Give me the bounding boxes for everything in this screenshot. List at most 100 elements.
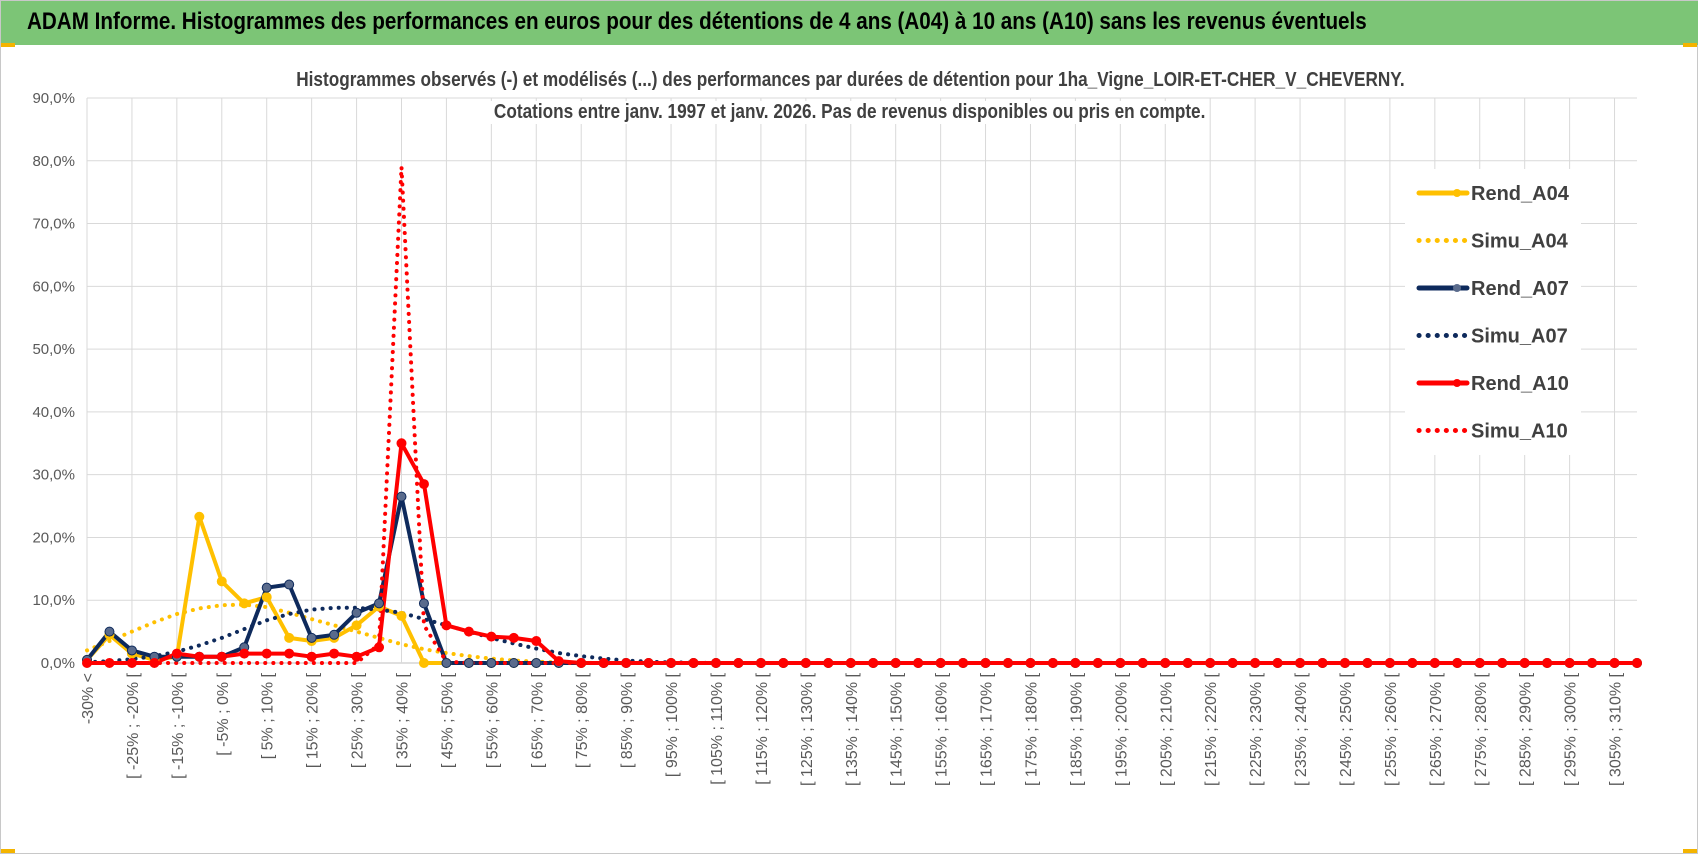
y-tick-label: 90,0% (32, 90, 75, 107)
data-point-Rend_A07 (374, 598, 385, 609)
data-point-Rend_A10 (1497, 658, 1508, 668)
data-point-Rend_A07 (418, 598, 429, 609)
data-point-Rend_A10 (1250, 658, 1261, 668)
y-tick-label: 0,0% (41, 655, 75, 672)
data-point-Rend_A10 (396, 438, 407, 449)
legend-marker-Rend_A07 (1453, 284, 1461, 292)
data-point-Rend_A07 (284, 579, 295, 590)
data-point-Rend_A10 (1025, 658, 1036, 668)
x-tick-label: [ 225% ; 230% [ (1248, 672, 1265, 786)
legend-label: Simu_A10 (1471, 421, 1568, 443)
data-point-Rend_A07 (463, 658, 474, 668)
data-point-Rend_A07 (508, 658, 519, 668)
corner-accent-bl (1, 849, 15, 853)
y-tick-label: 80,0% (32, 153, 75, 170)
banner-title: ADAM Informe. Histogrammes des performan… (27, 8, 1367, 35)
x-tick-label: [ 235% ; 240% [ (1293, 672, 1310, 786)
chart-subtitle-text: Cotations entre janv. 1997 et janv. 2026… (490, 101, 1210, 124)
y-tick-label: 40,0% (32, 404, 75, 421)
data-point-Rend_A10 (374, 642, 385, 653)
data-point-Rend_A10 (576, 658, 587, 668)
legend-marker-Rend_A04 (1453, 189, 1461, 197)
data-point-Rend_A10 (194, 651, 205, 662)
data-point-Rend_A10 (688, 658, 699, 668)
data-point-Rend_A10 (1609, 658, 1620, 668)
data-point-Rend_A07 (104, 626, 115, 637)
data-point-Rend_A07 (531, 658, 542, 668)
data-point-Rend_A04 (239, 598, 250, 609)
legend-marker-Rend_A10 (1453, 379, 1461, 387)
y-tick-label: 10,0% (32, 592, 75, 609)
data-point-Rend_A10 (171, 648, 182, 659)
legend-label: Simu_A07 (1471, 326, 1568, 348)
data-point-Rend_A10 (82, 658, 92, 668)
y-tick-label: 70,0% (32, 216, 75, 233)
series-line-Simu_A10 (85, 165, 1639, 665)
data-point-Rend_A10 (1384, 658, 1395, 668)
data-point-Rend_A10 (823, 658, 834, 668)
data-point-Rend_A10 (329, 648, 340, 659)
data-point-Rend_A10 (935, 658, 946, 668)
data-point-Rend_A10 (1362, 658, 1373, 668)
data-point-Rend_A10 (1003, 658, 1014, 668)
x-tick-label: [ -15% ; -10% [ (170, 672, 187, 778)
data-point-Rend_A10 (1092, 658, 1103, 668)
data-point-Rend_A10 (531, 636, 542, 647)
x-tick-label: [ 45% ; 50% [ (439, 672, 456, 768)
data-point-Rend_A04 (194, 511, 205, 522)
data-point-Rend_A10 (666, 658, 677, 668)
data-point-Rend_A10 (508, 632, 519, 643)
x-tick-label: [ 275% ; 280% [ (1473, 672, 1490, 786)
data-point-Rend_A10 (1295, 658, 1306, 668)
data-point-Rend_A10 (598, 658, 609, 668)
data-point-Rend_A10 (958, 658, 969, 668)
data-point-Rend_A10 (1047, 658, 1058, 668)
data-point-Rend_A10 (800, 658, 811, 668)
data-point-Rend_A10 (418, 479, 429, 490)
x-tick-label: [ 35% ; 40% [ (394, 672, 411, 768)
data-point-Rend_A10 (778, 658, 789, 668)
chart-subtitle: Cotations entre janv. 1997 et janv. 2026… (1, 101, 1698, 124)
x-tick-label: [ 145% ; 150% [ (889, 672, 906, 786)
data-point-Rend_A10 (1070, 658, 1081, 668)
data-point-Rend_A10 (710, 658, 721, 668)
data-point-Rend_A10 (1452, 658, 1463, 668)
corner-accent-br (1683, 849, 1697, 853)
series-line-Rend_A10 (85, 441, 1639, 665)
data-point-Rend_A10 (1339, 658, 1350, 668)
corner-accent-tr (1683, 43, 1697, 47)
data-point-Rend_A07 (486, 658, 497, 668)
x-tick-label: [ 155% ; 160% [ (934, 672, 951, 786)
x-tick-label: [ 65% ; 70% [ (529, 672, 546, 768)
chart-title-text: Histogrammes observés (-) et modélisés (… (292, 69, 1408, 92)
data-point-Rend_A07 (329, 629, 340, 640)
data-point-Rend_A07 (396, 491, 407, 502)
data-point-Rend_A10 (306, 651, 317, 662)
legend-label: Rend_A04 (1471, 183, 1570, 205)
y-tick-label: 20,0% (32, 529, 75, 546)
x-tick-label: [ 215% ; 220% [ (1203, 672, 1220, 786)
x-tick-label: [ 185% ; 190% [ (1068, 672, 1085, 786)
data-point-Rend_A10 (621, 658, 632, 668)
data-point-Rend_A10 (463, 626, 474, 637)
x-tick-label: [ 105% ; 110% [ (709, 672, 726, 784)
x-tick-label: [ 305% ; 310% [ (1608, 672, 1625, 786)
data-point-Rend_A10 (1137, 658, 1148, 668)
data-point-Rend_A10 (755, 658, 766, 668)
series-line-Rend_A04 (85, 514, 1639, 665)
data-point-Rend_A10 (643, 658, 654, 668)
data-point-Rend_A10 (845, 658, 856, 668)
x-tick-label: [ 25% ; 30% [ (350, 672, 367, 768)
y-tick-label: 60,0% (32, 278, 75, 295)
data-point-Rend_A10 (1632, 658, 1642, 668)
x-tick-label: [ 135% ; 140% [ (844, 672, 861, 786)
legend-label: Simu_A04 (1471, 231, 1569, 253)
x-tick-label: [ 125% ; 130% [ (799, 672, 816, 786)
data-point-Rend_A10 (104, 658, 115, 668)
data-point-Rend_A04 (261, 592, 272, 603)
x-tick-label: [ 15% ; 20% [ (305, 672, 322, 768)
x-tick-label: [ -5% ; 0% [ (215, 672, 232, 755)
data-point-Rend_A04 (284, 632, 295, 643)
